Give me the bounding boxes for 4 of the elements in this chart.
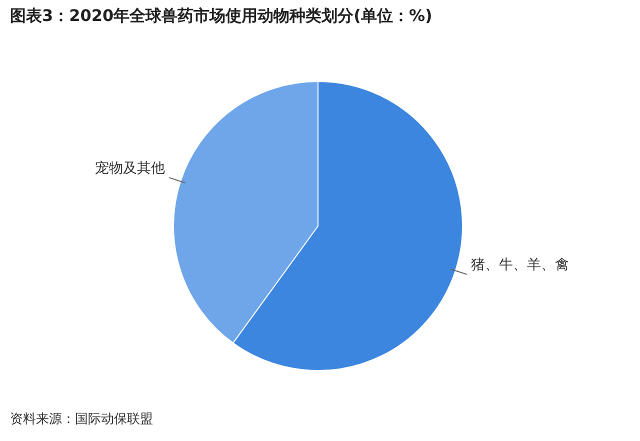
slice-label: 宠物及其他 — [95, 160, 166, 176]
chart-title: 图表3：2020年全球兽药市场使用动物种类划分(单位：%) — [10, 6, 432, 27]
text: 资料来源：国际动保联盟 — [10, 411, 153, 428]
slice-label: 猪、牛、羊、禽 — [470, 257, 569, 273]
